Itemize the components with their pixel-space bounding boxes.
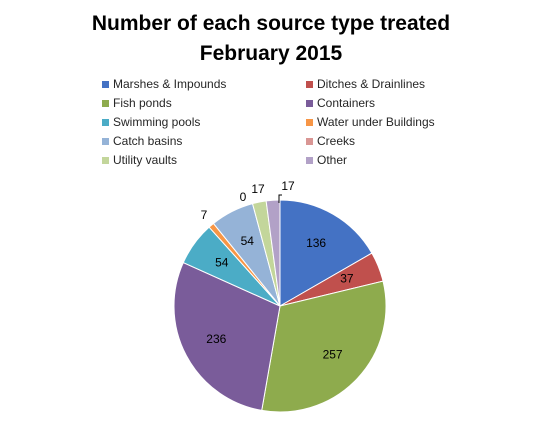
- legend-item-other: Other: [306, 153, 347, 167]
- data-labels: 136 37 257 236 54 7 54 0 17 17: [201, 179, 354, 361]
- legend-swatch-fish-ponds: [102, 100, 109, 107]
- pie-slice-other: [265, 199, 281, 307]
- legend-item-catch-basins: Catch basins: [102, 134, 182, 148]
- legend-item-marshes-and-impounds: Marshes & Impounds: [102, 77, 226, 91]
- legend-swatch-creeks: [306, 138, 313, 145]
- legend-swatch-marshes-and-impounds: [102, 81, 109, 88]
- legend-item-swimming-pools: Swimming pools: [102, 115, 200, 129]
- legend-swatch-other: [306, 157, 313, 164]
- legend-swatch-swimming-pools: [102, 119, 109, 126]
- legend-item-creeks: Creeks: [306, 134, 355, 148]
- legend-item-utility-vaults: Utility vaults: [102, 153, 177, 167]
- legend-label-utility-vaults: Utility vaults: [113, 153, 177, 167]
- data-label-ditches-and-drainlines: 37: [340, 271, 354, 285]
- leader-line-other: [278, 194, 282, 203]
- legend-label-creeks: Creeks: [317, 134, 355, 148]
- legend-label-marshes-and-impounds: Marshes & Impounds: [113, 77, 226, 91]
- data-label-other: 17: [281, 179, 295, 193]
- legend-swatch-ditches-and-drainlines: [306, 81, 313, 88]
- legend: Marshes & Impounds Ditches & Drainlines Fi…: [102, 77, 435, 167]
- legend-swatch-catch-basins: [102, 138, 109, 145]
- chart-title-block: Number of each source type treated Febru…: [0, 9, 542, 69]
- legend-label-containers: Containers: [317, 96, 375, 110]
- legend-label-fish-ponds: Fish ponds: [113, 96, 172, 110]
- data-label-swimming-pools: 54: [215, 256, 229, 270]
- data-label-fish-ponds: 257: [323, 347, 343, 361]
- legend-label-other: Other: [317, 153, 347, 167]
- pie-slice-fish-ponds: [261, 280, 387, 413]
- legend-item-ditches-and-drainlines: Ditches & Drainlines: [306, 77, 425, 91]
- legend-label-catch-basins: Catch basins: [113, 134, 182, 148]
- data-label-containers: 236: [206, 332, 226, 346]
- legend-label-water-under-buildings: Water under Buildings: [317, 115, 435, 129]
- legend-item-containers: Containers: [306, 96, 375, 110]
- data-label-utility-vaults: 17: [251, 182, 265, 196]
- legend-swatch-water-under-buildings: [306, 119, 313, 126]
- data-label-water-under-buildings: 7: [201, 208, 208, 222]
- pie-slice-containers: [173, 261, 281, 411]
- legend-item-fish-ponds: Fish ponds: [102, 96, 172, 110]
- chart-title: Number of each source type treated: [91, 12, 451, 35]
- data-label-catch-basins: 54: [241, 234, 255, 248]
- legend-item-water-under-buildings: Water under Buildings: [306, 115, 435, 129]
- legend-swatch-utility-vaults: [102, 157, 109, 164]
- legend-swatch-containers: [306, 100, 313, 107]
- pie-slices: [173, 199, 387, 413]
- legend-label-swimming-pools: Swimming pools: [113, 115, 200, 129]
- legend-label-ditches-and-drainlines: Ditches & Drainlines: [317, 77, 425, 91]
- chart-subtitle: February 2015: [199, 42, 343, 65]
- data-label-creeks: 0: [240, 190, 247, 204]
- data-label-marshes-and-impounds: 136: [306, 236, 326, 250]
- pie-slice-marshes-and-impounds: [279, 199, 373, 307]
